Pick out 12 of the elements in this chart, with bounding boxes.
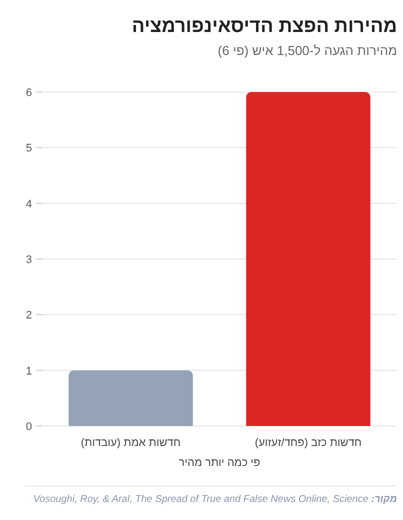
y-tick-label: 5 [26,142,32,155]
chart-title: מהירות הפצת הדיסאינפורמציה [132,16,397,37]
x-tick-label: חדשות כזב (פחד/זעזוע) [254,437,362,449]
y-tick-label: 3 [26,254,32,266]
y-tick-label: 2 [26,310,32,322]
x-axis-title: פי כמה יותר מהיר [178,457,261,469]
x-tick-label: חדשות אמת (עובדות) [80,437,181,449]
chart-subtitle: מהירות הגעה ל-1,500 איש (פי 6) [218,43,397,58]
y-tick-label: 1 [26,365,32,378]
y-tick-label: 0 [26,421,32,433]
y-tick-label: 6 [26,87,32,99]
y-tick-label: 4 [26,198,32,210]
